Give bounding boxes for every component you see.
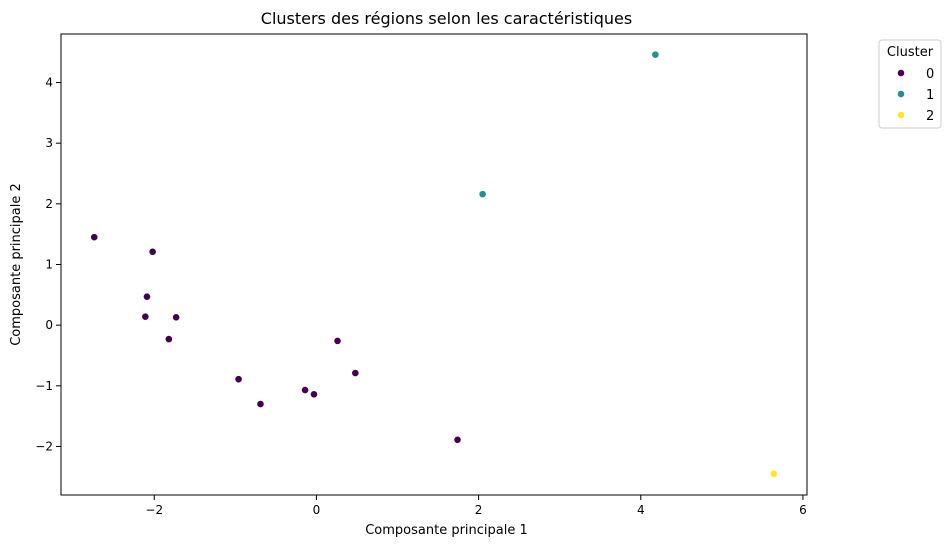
legend-marker xyxy=(897,90,905,98)
y-tick-label: −2 xyxy=(35,439,53,453)
data-point-cluster-1 xyxy=(651,50,660,59)
legend-label: 1 xyxy=(926,88,934,103)
x-tick-label: 4 xyxy=(637,503,645,517)
legend-label: 2 xyxy=(926,109,934,124)
legend-title: Cluster xyxy=(887,45,934,60)
data-point-cluster-0 xyxy=(301,386,309,394)
chart-title: Clusters des régions selon les caractéri… xyxy=(261,9,632,28)
y-tick-label: −1 xyxy=(35,379,53,393)
data-point-cluster-0 xyxy=(143,292,151,301)
x-tick-label: 0 xyxy=(313,503,321,517)
data-point-cluster-0 xyxy=(351,369,360,377)
legend-marker xyxy=(897,111,905,119)
x-tick-label: 2 xyxy=(475,503,483,517)
y-tick-label: 3 xyxy=(45,136,53,150)
legend-frame xyxy=(878,39,942,129)
y-tick-label: 4 xyxy=(45,76,53,90)
data-point-cluster-0 xyxy=(453,435,462,444)
data-point-cluster-2 xyxy=(769,469,778,478)
data-point-cluster-0 xyxy=(172,313,181,322)
data-point-cluster-0 xyxy=(141,312,150,321)
data-point-cluster-0 xyxy=(148,247,157,256)
x-tick-label: 6 xyxy=(799,503,807,517)
data-point-cluster-1 xyxy=(478,190,487,199)
data-point-cluster-0 xyxy=(234,375,243,384)
legend-label: 0 xyxy=(926,67,934,82)
legend-marker xyxy=(897,69,905,77)
data-point-cluster-0 xyxy=(333,337,342,345)
y-tick-label: 1 xyxy=(45,258,53,272)
x-axis-label: Composante principale 1 xyxy=(365,523,528,538)
x-tick-label: −2 xyxy=(145,503,163,517)
y-tick-label: 2 xyxy=(45,197,53,211)
y-tick-label: 0 xyxy=(45,318,53,332)
y-axis-label: Composante principale 2 xyxy=(9,183,24,346)
data-point-cluster-0 xyxy=(256,400,265,408)
data-point-cluster-0 xyxy=(310,390,318,399)
plot-frame xyxy=(60,33,808,496)
data-point-cluster-0 xyxy=(90,233,99,242)
data-point-cluster-0 xyxy=(164,335,173,344)
legend: Cluster 0 1 2 xyxy=(878,39,942,129)
